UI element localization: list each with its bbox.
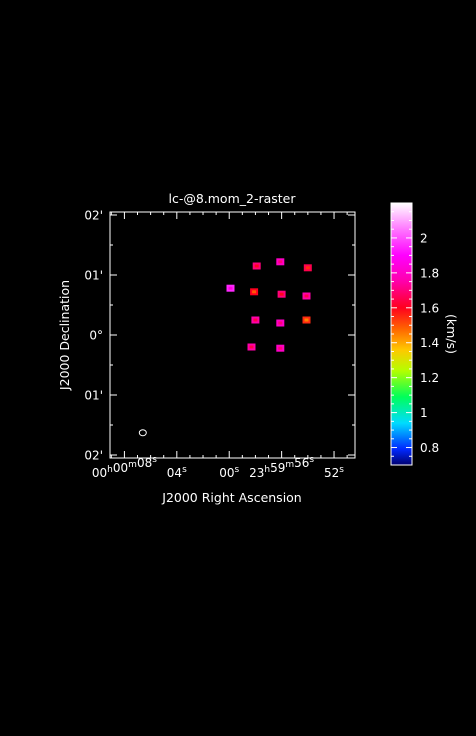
colorbar-gradient [391,203,412,465]
x-axis-label: J2000 Right Ascension [161,490,301,505]
colorbar-tick-label: 0.8 [420,441,439,455]
y-tick-label: 02' [84,449,103,463]
axis-ticks: 00h00m08s 04s 00s 23h59m56s 52s 02' 01' 0° 01' 02… [84,209,355,480]
y-tick-label: 01' [84,269,103,283]
x-tick-label: 00s [219,465,239,480]
beam-ellipse [138,429,147,437]
colorbar-tick-label: 1.6 [420,301,439,315]
y-tick-label: 0° [89,329,103,343]
emission-blob [276,258,285,266]
colorbar-tick-label: 1.8 [420,266,439,280]
chart-title: lc-@8.mom_2-raster [168,191,296,206]
y-tick-label: 02' [84,209,103,223]
emission-blob [226,284,235,292]
emission-blob [247,343,256,351]
emission-blob [277,290,286,298]
emission-blob [276,344,285,352]
x-tick-label: 23h59m56s [249,455,314,480]
y-axis-label: J2000 Declination [57,280,72,391]
emission-blob [303,264,312,272]
moment-map-raster [138,258,312,437]
emission-blob [302,292,311,300]
y-tick-label: 01' [84,389,103,403]
emission-blob [250,288,259,296]
emission-blob [302,316,311,324]
x-tick-label: 52s [324,465,344,480]
colorbar-label: (km/s) [444,314,459,354]
colorbar: 0.8 1 1.2 1.4 1.6 1.8 2 [390,202,439,466]
colorbar-tick-label: 1.2 [420,371,439,385]
x-tick-label: 04s [167,465,187,480]
colorbar-tick-label: 1.4 [420,336,439,350]
colorbar-tick-label: 1 [420,406,428,420]
x-tick-label: 00h00m08s [92,455,157,480]
emission-blob [276,319,285,327]
emission-blob [251,316,260,324]
colorbar-tick-label: 2 [420,231,428,245]
emission-blob [252,262,261,270]
